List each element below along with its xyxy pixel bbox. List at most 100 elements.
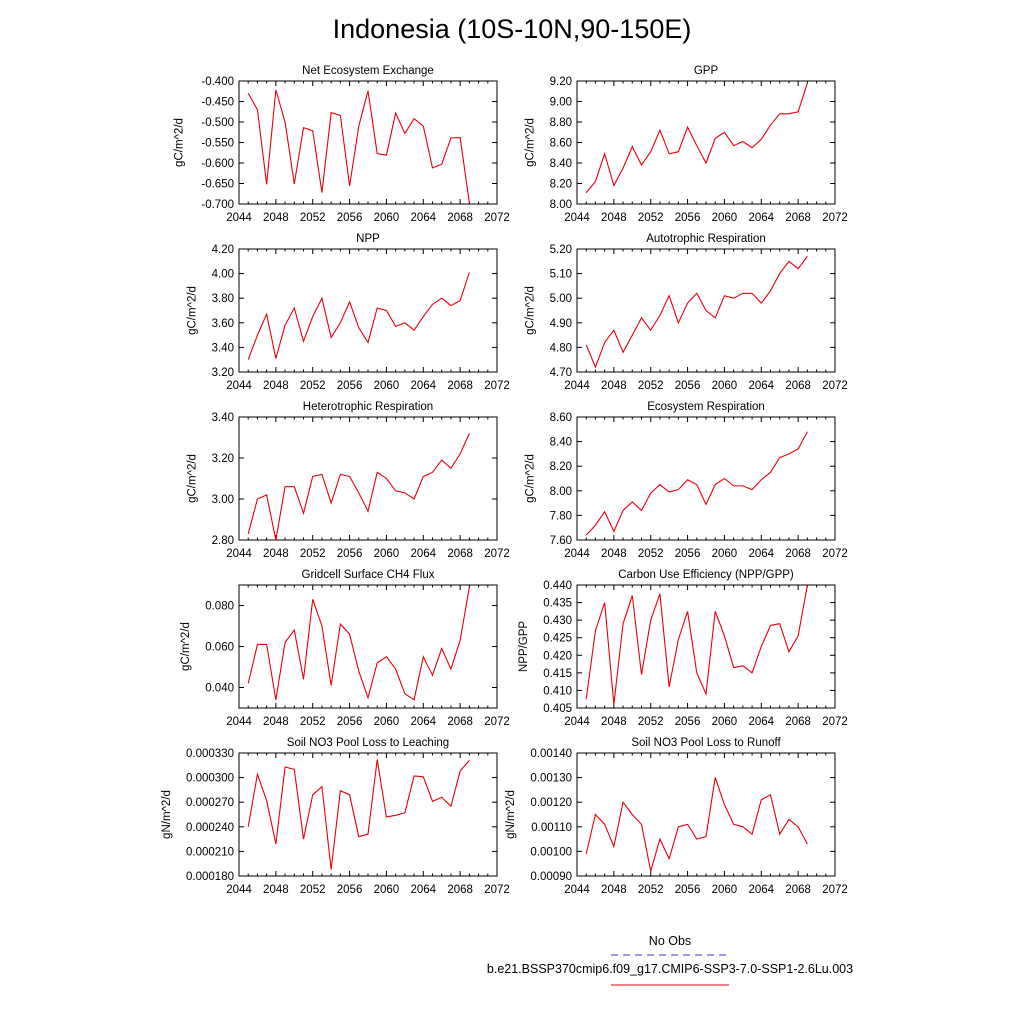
x-tick-label: 2060 — [712, 380, 738, 392]
x-tick-label: 2048 — [263, 548, 289, 560]
y-tick-label: 0.00110 — [531, 822, 572, 834]
x-tick-label: 2056 — [675, 884, 701, 896]
x-tick-label: 2048 — [263, 716, 289, 728]
series-line — [585, 585, 808, 705]
series-line — [247, 433, 470, 540]
x-tick-label: 2056 — [675, 548, 701, 560]
panel-title: Gridcell Surface CH4 Flux — [302, 569, 435, 581]
y-tick-label: 0.00140 — [530, 748, 572, 760]
chart-panel: Net Ecosystem Exchange 2044 2048 2052 2056 20… — [174, 65, 510, 224]
series-line — [585, 777, 808, 872]
y-tick-label: 9.00 — [550, 97, 572, 109]
x-tick-label: 2048 — [601, 548, 627, 560]
y-tick-label: 0.000240 — [186, 822, 234, 834]
series-line — [247, 586, 470, 701]
x-tick-label: 2052 — [638, 380, 664, 392]
x-tick-label: 2052 — [638, 212, 664, 224]
x-tick-label: 2052 — [300, 380, 326, 392]
x-tick-label: 2064 — [748, 380, 774, 392]
y-tick-label: 5.20 — [550, 244, 572, 256]
x-tick-label: 2060 — [712, 884, 738, 896]
y-tick-label: -0.650 — [201, 179, 234, 191]
y-tick-label: -0.700 — [201, 199, 234, 211]
x-tick-label: 2056 — [337, 548, 363, 560]
y-tick-label: 3.60 — [212, 318, 234, 330]
legend-run-label: b.e21.BSSP370cmip6.f09_g17.CMIP6-SSP3-7.… — [487, 962, 853, 976]
x-tick-label: 2044 — [226, 884, 252, 896]
y-tick-label: 4.20 — [212, 244, 234, 256]
y-tick-label: 4.00 — [212, 269, 234, 281]
x-tick-label: 2068 — [447, 548, 473, 560]
x-tick-label: 2072 — [484, 884, 510, 896]
x-tick-label: 2056 — [337, 884, 363, 896]
y-tick-label: 3.40 — [212, 342, 234, 354]
x-tick-label: 2060 — [374, 716, 400, 728]
series-line — [585, 431, 808, 536]
y-axis-label: gN/m^2/d — [161, 790, 173, 839]
x-tick-label: 2044 — [564, 548, 590, 560]
y-tick-label: 0.060 — [205, 642, 234, 654]
x-tick-label: 2072 — [822, 884, 848, 896]
panel-title: Net Ecosystem Exchange — [302, 65, 434, 77]
y-tick-label: 8.20 — [550, 461, 572, 473]
y-axis-label: gN/m^2/d — [505, 790, 517, 839]
y-axis-label: gC/m^2/d — [186, 286, 198, 335]
y-tick-label: 0.415 — [543, 668, 572, 680]
x-tick-label: 2052 — [300, 884, 326, 896]
chart-panel: Autotrophic Respiration 2044 2048 2052 2056 2… — [524, 233, 847, 392]
x-tick-label: 2068 — [785, 716, 811, 728]
x-tick-label: 2056 — [675, 380, 701, 392]
x-tick-label: 2044 — [226, 380, 252, 392]
x-tick-label: 2044 — [564, 212, 590, 224]
x-tick-label: 2064 — [410, 212, 436, 224]
y-tick-label: -0.500 — [201, 117, 234, 129]
y-tick-label: 2.80 — [212, 535, 234, 547]
x-tick-label: 2064 — [410, 716, 436, 728]
y-tick-label: 7.60 — [550, 535, 572, 547]
x-tick-label: 2060 — [374, 380, 400, 392]
y-tick-label: -0.450 — [201, 97, 234, 109]
panel-title: Soil NO3 Pool Loss to Runoff — [631, 737, 781, 749]
x-tick-label: 2052 — [300, 716, 326, 728]
y-tick-label: 7.80 — [550, 510, 572, 522]
y-tick-label: 4.80 — [550, 342, 572, 354]
x-tick-label: 2056 — [337, 212, 363, 224]
x-tick-label: 2068 — [447, 884, 473, 896]
y-tick-label: 0.440 — [543, 580, 572, 592]
y-tick-label: 3.40 — [212, 412, 234, 424]
y-tick-label: 8.40 — [550, 158, 572, 170]
y-tick-label: 9.20 — [550, 76, 572, 88]
panel-title: Heterotrophic Respiration — [303, 401, 433, 413]
x-tick-label: 2044 — [226, 212, 252, 224]
chart-panel: Carbon Use Efficiency (NPP/GPP) 2044 2048 2… — [518, 569, 848, 728]
series-line — [585, 256, 808, 369]
figure-title: Indonesia (10S-10N,90-150E) — [333, 14, 692, 44]
x-tick-label: 2060 — [374, 548, 400, 560]
x-tick-label: 2044 — [226, 548, 252, 560]
x-tick-label: 2072 — [484, 212, 510, 224]
y-tick-label: 3.80 — [212, 293, 234, 305]
series-line — [247, 759, 470, 870]
y-tick-label: 0.410 — [543, 685, 572, 697]
y-tick-label: 0.00120 — [530, 797, 572, 809]
x-tick-label: 2064 — [748, 548, 774, 560]
y-tick-label: -0.400 — [201, 76, 234, 88]
x-tick-label: 2056 — [675, 212, 701, 224]
plot-frame — [238, 752, 498, 877]
y-tick-label: 0.430 — [543, 615, 572, 627]
x-tick-label: 2064 — [748, 212, 774, 224]
x-tick-label: 2044 — [564, 716, 590, 728]
y-tick-label: 0.080 — [205, 601, 234, 613]
chart-panel: Soil NO3 Pool Loss to Runoff 2044 2048 2052… — [505, 737, 848, 896]
x-tick-label: 2068 — [785, 548, 811, 560]
series-line — [585, 82, 808, 194]
y-tick-label: 0.00100 — [530, 846, 572, 858]
y-tick-label: 0.040 — [205, 683, 234, 695]
x-tick-label: 2064 — [748, 884, 774, 896]
x-tick-label: 2048 — [601, 380, 627, 392]
x-tick-label: 2060 — [712, 716, 738, 728]
x-tick-label: 2072 — [484, 548, 510, 560]
y-tick-label: 0.000210 — [186, 846, 234, 858]
y-axis-label: gC/m^2/d — [174, 118, 186, 167]
x-tick-label: 2044 — [564, 380, 590, 392]
